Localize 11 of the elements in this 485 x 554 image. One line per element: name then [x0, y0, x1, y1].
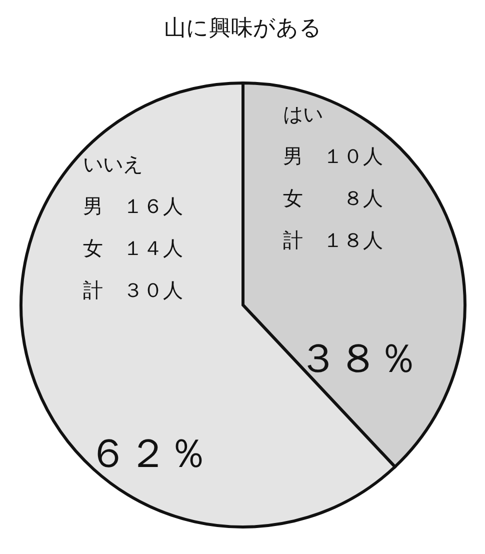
text: 女 ８人	[283, 188, 383, 210]
slice-label: はい	[283, 104, 323, 126]
text: 計 １８人	[283, 230, 383, 252]
data-label: ６２％	[88, 431, 208, 476]
text: 女 １４人	[83, 238, 183, 260]
slice-label: いいえ	[83, 154, 143, 176]
data-label: ３８％	[298, 336, 418, 381]
text: 計 ３０人	[83, 280, 183, 302]
chart-title: 山に興味がある	[164, 15, 322, 40]
text: 男 １０人	[283, 146, 383, 168]
text: 男 １６人	[83, 196, 183, 218]
